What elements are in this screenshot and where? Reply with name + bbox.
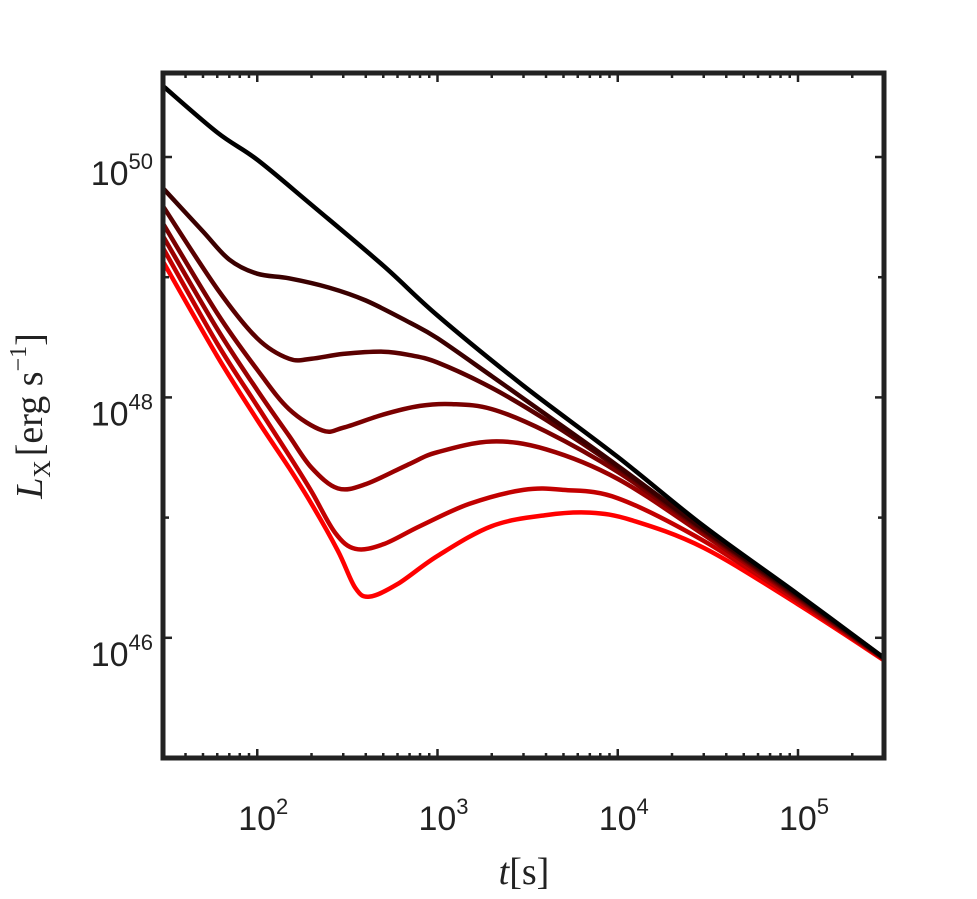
series-line-6	[161, 260, 886, 663]
x-tick-label: 102	[238, 794, 288, 838]
y-tick-label: 1048	[91, 389, 153, 433]
series-line-0	[161, 84, 886, 660]
y-tick-label: 1050	[91, 149, 153, 193]
y-axis-title: LX[erg s−1]	[6, 333, 56, 499]
series-layer	[161, 84, 886, 663]
x-tick-label: 105	[779, 794, 829, 838]
plot-frame	[160, 70, 887, 761]
labels-layer: 102 103 104 105 1046 1048 1050	[91, 149, 829, 838]
x-axis-title: t[s]	[499, 851, 550, 893]
x-tick-label: 104	[599, 794, 649, 838]
series-line-1	[161, 186, 886, 660]
y-tick-label: 1046	[91, 630, 153, 674]
ticks-layer	[161, 73, 886, 760]
series-line-4	[161, 234, 886, 661]
x-tick-label: 103	[418, 794, 468, 838]
series-line-5	[161, 246, 886, 662]
